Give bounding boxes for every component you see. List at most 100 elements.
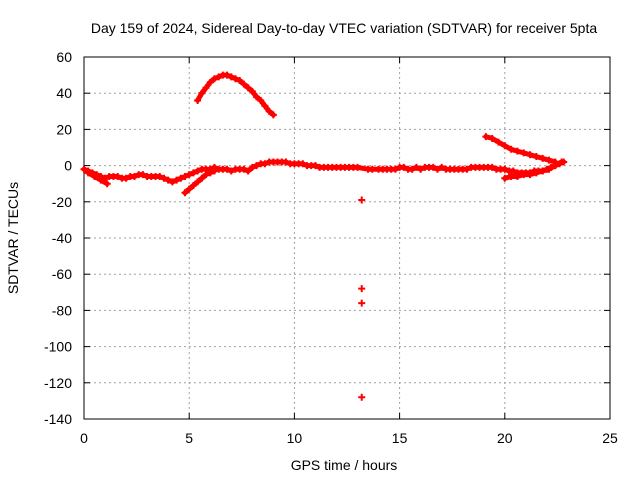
data-point bbox=[520, 149, 528, 157]
data-point bbox=[299, 160, 307, 168]
data-point bbox=[501, 142, 509, 150]
data-point bbox=[231, 75, 239, 83]
data-point bbox=[539, 154, 547, 162]
data-point bbox=[173, 176, 181, 184]
y-tick-label: 20 bbox=[56, 121, 72, 137]
data-point bbox=[80, 165, 88, 173]
x-tick-label: 20 bbox=[497, 430, 513, 446]
data-point bbox=[91, 172, 99, 180]
data-point bbox=[248, 87, 256, 95]
data-point bbox=[210, 75, 218, 83]
data-point bbox=[513, 147, 521, 155]
series-late-lower bbox=[501, 158, 566, 182]
data-point bbox=[358, 285, 366, 293]
x-axis-label: GPS time / hours bbox=[291, 457, 398, 473]
data-point bbox=[97, 176, 105, 184]
data-point bbox=[240, 165, 248, 173]
data-point bbox=[520, 171, 528, 179]
y-tick-label: -20 bbox=[52, 194, 72, 210]
series-late-branch bbox=[482, 133, 559, 166]
data-point bbox=[215, 73, 223, 81]
data-point bbox=[507, 145, 515, 153]
data-point bbox=[181, 172, 189, 180]
data-point bbox=[358, 299, 366, 307]
axis-ticks bbox=[83, 56, 611, 420]
x-tick-label: 5 bbox=[185, 430, 193, 446]
x-tick-label: 15 bbox=[392, 430, 408, 446]
data-point bbox=[311, 162, 319, 170]
data-point bbox=[488, 134, 496, 142]
data-point bbox=[526, 151, 534, 159]
data-point bbox=[269, 111, 277, 119]
data-point bbox=[391, 165, 399, 173]
data-point bbox=[494, 138, 502, 146]
data-point bbox=[253, 93, 261, 101]
data-point bbox=[236, 77, 244, 85]
data-point bbox=[84, 169, 92, 177]
data-point bbox=[210, 167, 218, 175]
x-tick-label: 10 bbox=[287, 430, 303, 446]
data-point bbox=[206, 169, 214, 177]
data-point bbox=[551, 162, 559, 170]
data-point bbox=[408, 165, 416, 173]
data-point bbox=[509, 167, 517, 175]
y-tick-label: 60 bbox=[56, 49, 72, 65]
data-point bbox=[223, 71, 231, 79]
y-tick-label: -120 bbox=[44, 375, 72, 391]
data-point bbox=[130, 172, 138, 180]
series-arc bbox=[194, 71, 277, 119]
y-tick-label: -140 bbox=[44, 411, 72, 427]
y-tick-label: 40 bbox=[56, 85, 72, 101]
y-tick-label: -100 bbox=[44, 339, 72, 355]
data-point bbox=[532, 169, 540, 177]
data-point bbox=[482, 133, 490, 141]
data-point bbox=[189, 182, 197, 190]
y-tick-label: 0 bbox=[64, 158, 72, 174]
data-point bbox=[206, 78, 214, 86]
series-outliers bbox=[358, 196, 366, 401]
series-branch-rise bbox=[181, 167, 218, 197]
data-point bbox=[558, 158, 566, 166]
data-point bbox=[122, 174, 130, 182]
data-point bbox=[368, 165, 376, 173]
data-point bbox=[282, 158, 290, 166]
x-tick-label: 0 bbox=[80, 430, 88, 446]
data-point bbox=[539, 167, 547, 175]
data-point bbox=[526, 171, 534, 179]
data-point bbox=[189, 169, 197, 177]
data-point bbox=[488, 163, 496, 171]
y-tick-label: -60 bbox=[52, 266, 72, 282]
data-point bbox=[358, 393, 366, 401]
y-tick-label: -80 bbox=[52, 302, 72, 318]
data-point bbox=[400, 163, 408, 171]
data-point bbox=[417, 165, 425, 173]
data-point bbox=[202, 171, 210, 179]
data-point bbox=[513, 172, 521, 180]
series-branch-early bbox=[84, 169, 111, 188]
data-point bbox=[261, 160, 269, 168]
data-point bbox=[240, 80, 248, 88]
chart-title: Day 159 of 2024, Sidereal Day-to-day VTE… bbox=[91, 20, 598, 36]
data-point bbox=[532, 153, 540, 161]
y-axis-label: SDTVAR / TECUs bbox=[5, 182, 21, 294]
data-point bbox=[257, 96, 265, 104]
data-point bbox=[103, 180, 111, 188]
data-point bbox=[433, 165, 441, 173]
series-trace bbox=[85, 170, 110, 187]
data-point bbox=[244, 84, 252, 92]
data-point bbox=[429, 163, 437, 171]
data-point bbox=[177, 174, 185, 182]
data-point bbox=[185, 171, 193, 179]
tick-labels: 0 5 10 15 20 25 -140 -120 -100 -80 -60 -40 -20 0 20 40 6… bbox=[44, 49, 618, 446]
data-point bbox=[545, 165, 553, 173]
data-point bbox=[227, 167, 235, 175]
series-baseline bbox=[80, 158, 568, 186]
data-point bbox=[223, 165, 231, 173]
data-point bbox=[194, 178, 202, 186]
data-point bbox=[248, 163, 256, 171]
data-point bbox=[194, 96, 202, 104]
data-point bbox=[265, 107, 273, 115]
data-point bbox=[261, 102, 269, 110]
data-point bbox=[156, 172, 164, 180]
